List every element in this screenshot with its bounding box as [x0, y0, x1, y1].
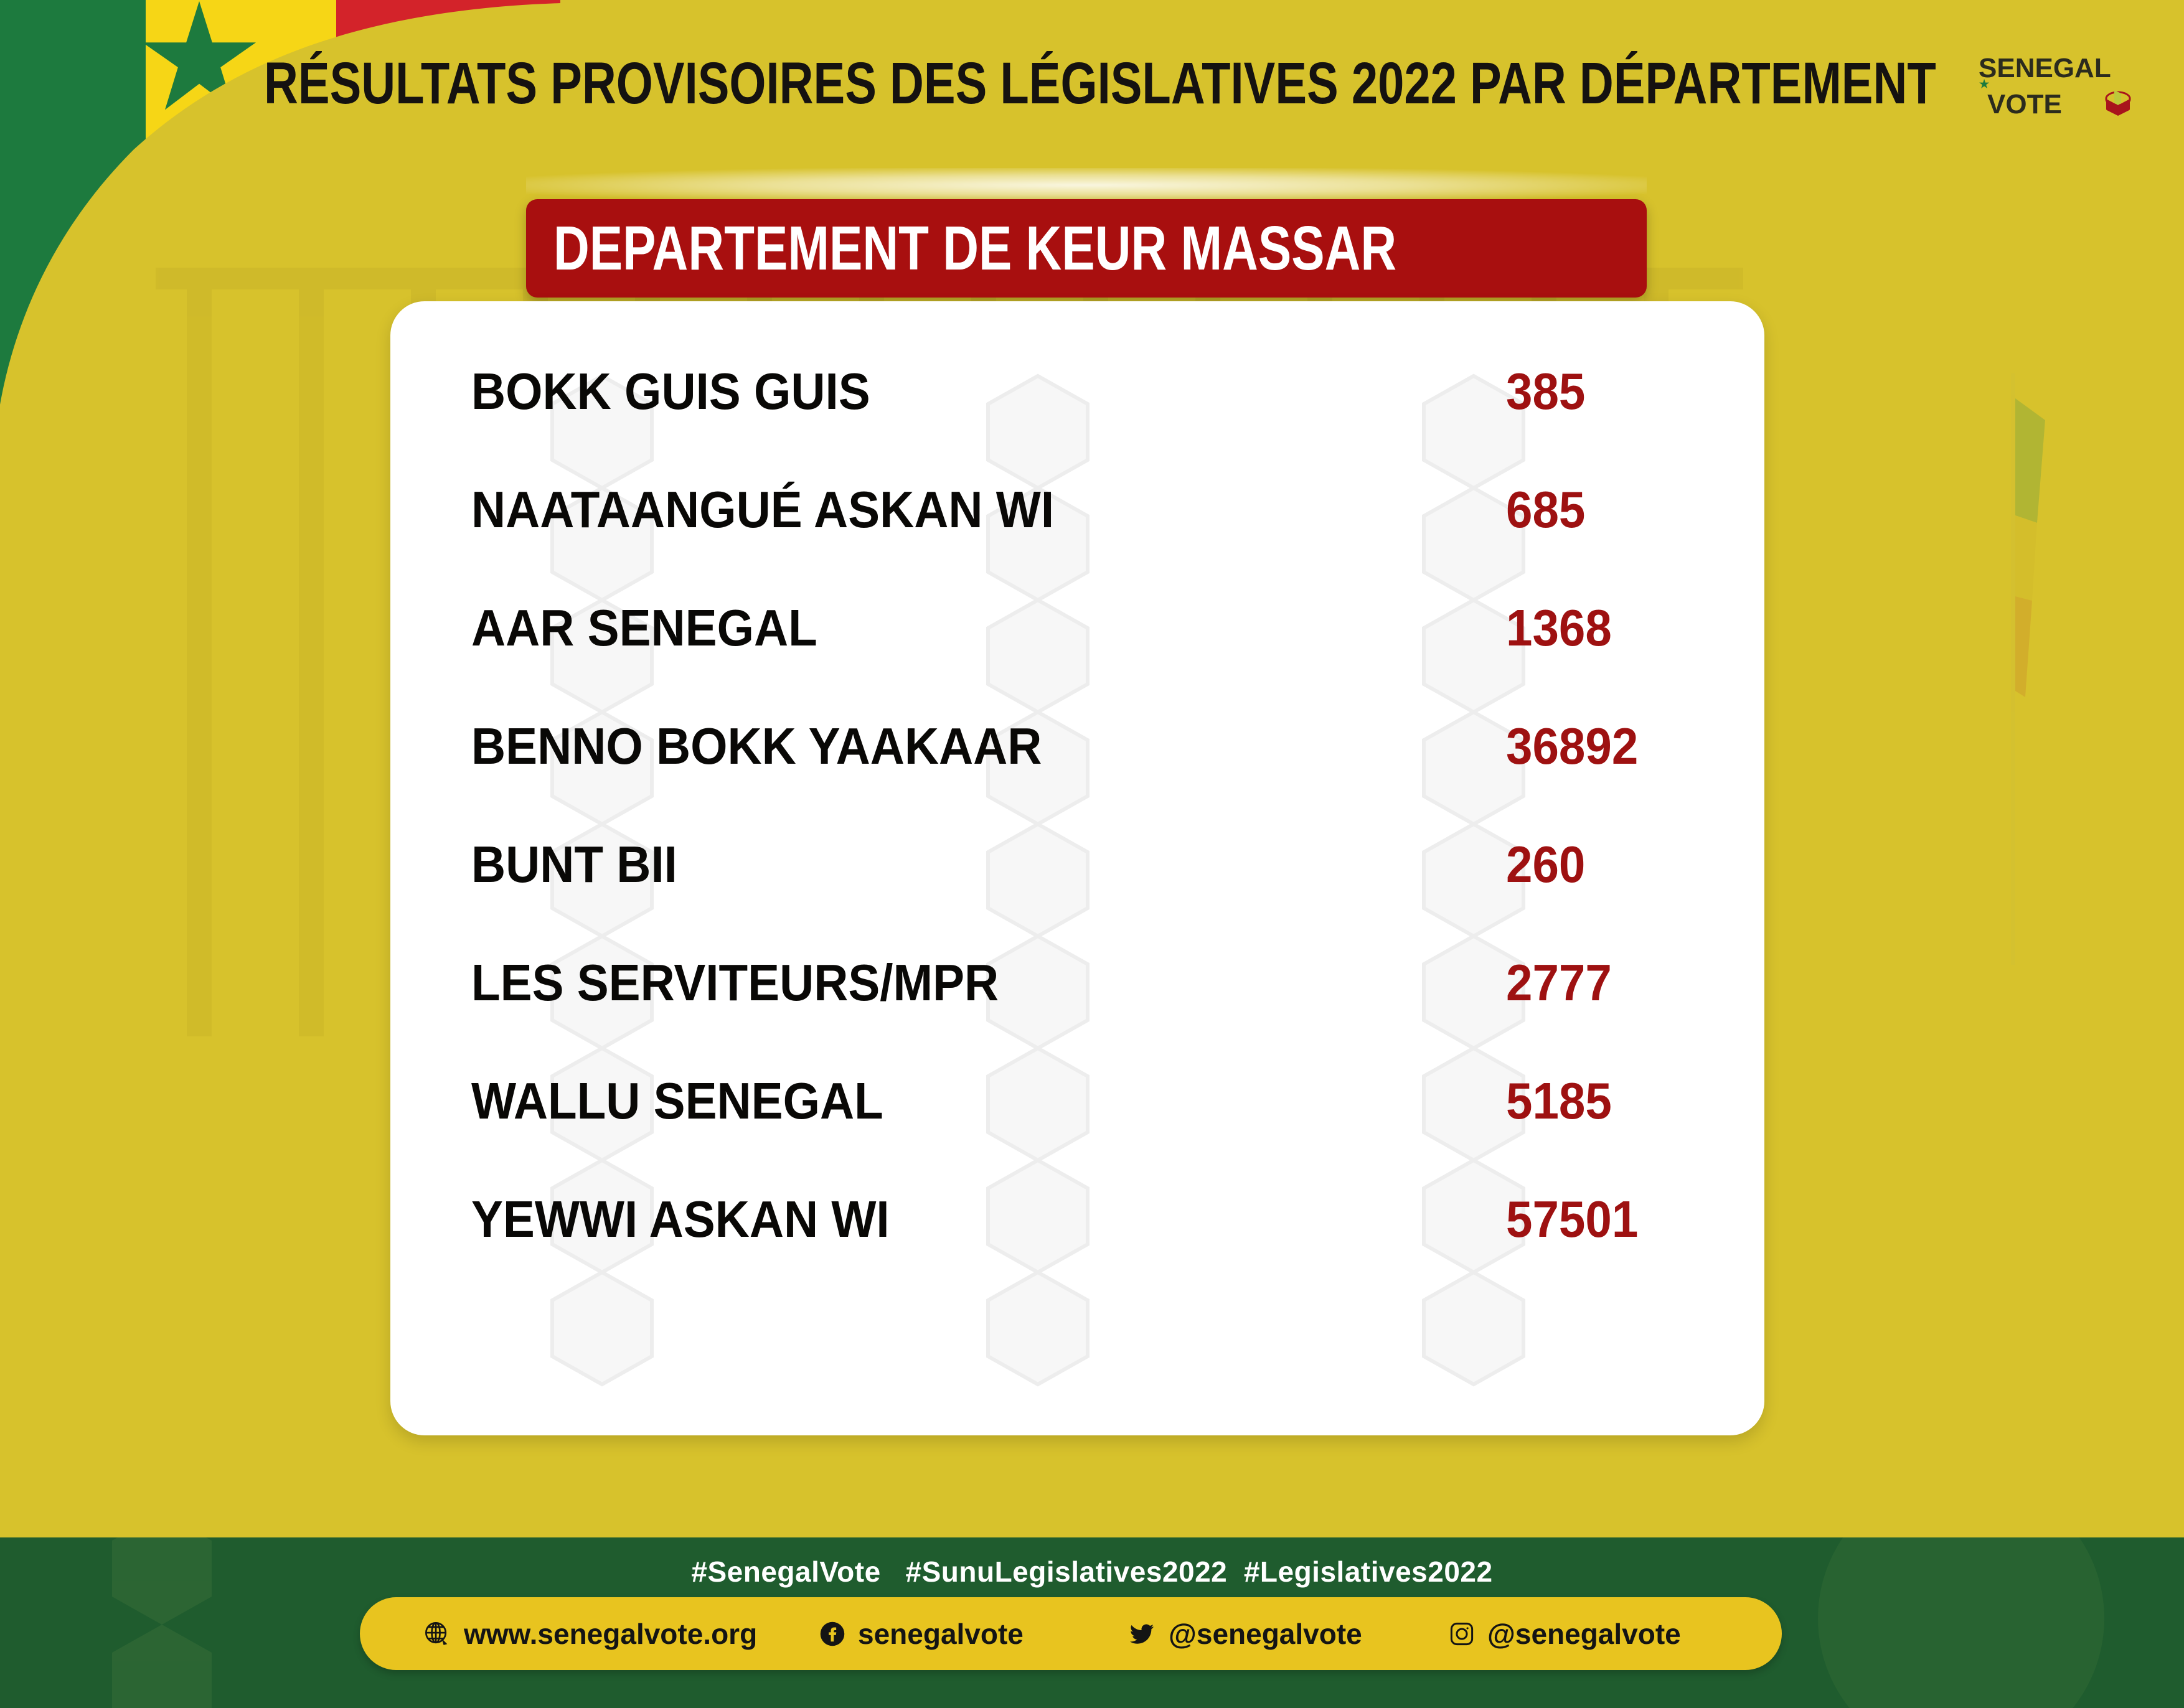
- svg-text:★: ★: [1979, 78, 1990, 90]
- svg-text:VOTE: VOTE: [1987, 89, 2062, 120]
- svg-text:SENEGAL: SENEGAL: [1979, 53, 2111, 83]
